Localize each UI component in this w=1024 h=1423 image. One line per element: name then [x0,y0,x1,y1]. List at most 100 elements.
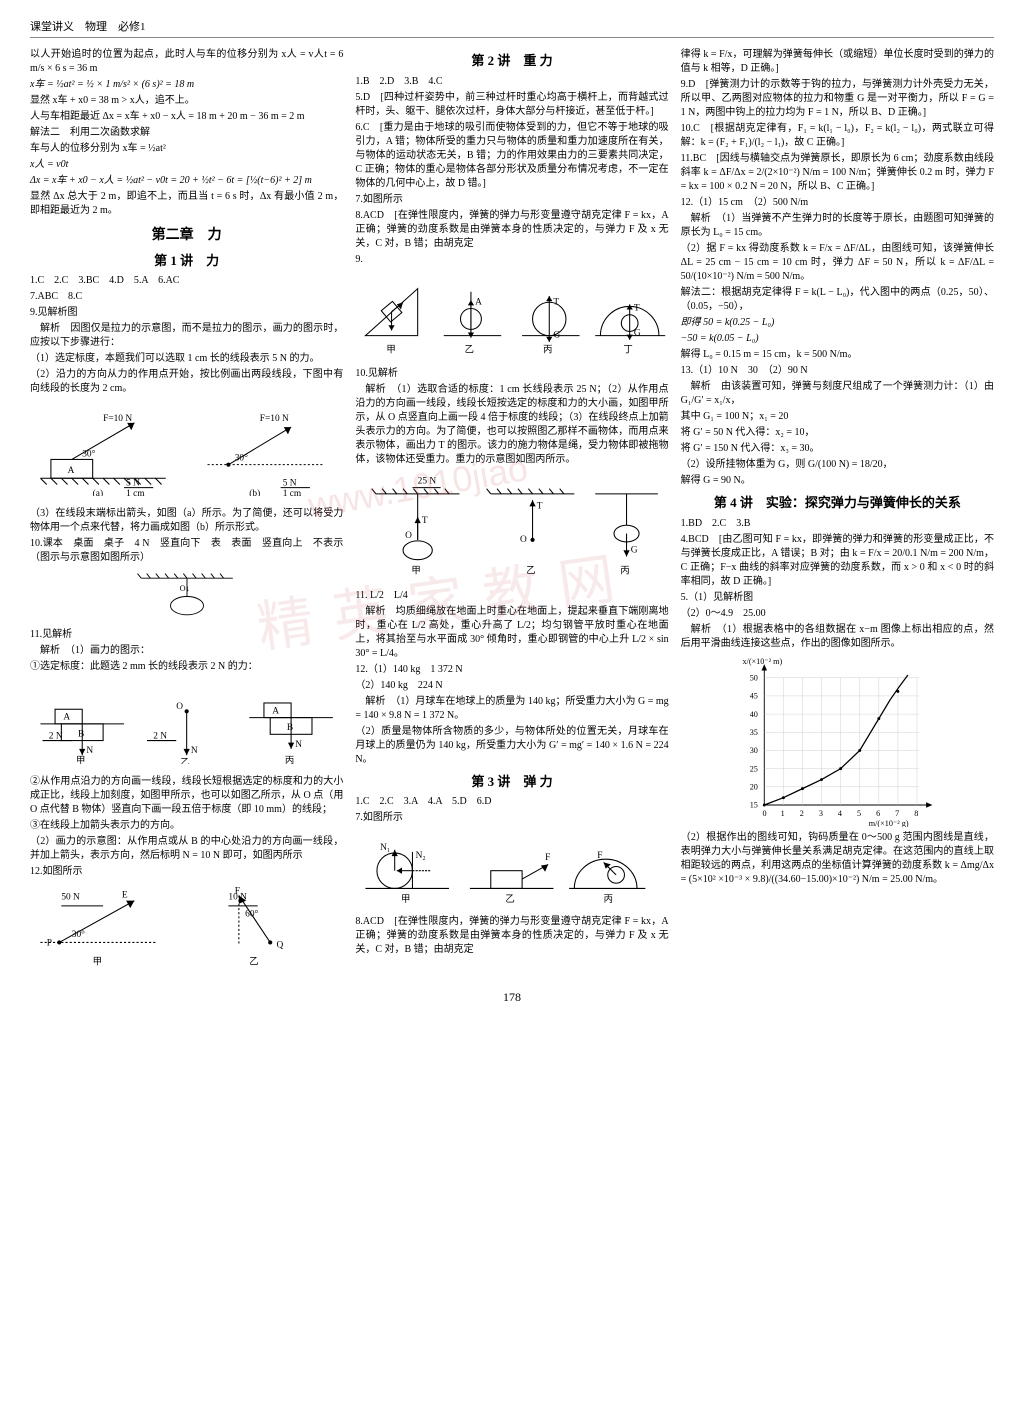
l1-q10: 10.课本 桌面 桌子 4 N 竖直向下 表 表面 竖直向上 不表示（图示与示意… [30,537,343,565]
label-bing3: 丙 [621,565,630,576]
label-N2: N [191,746,198,756]
l3-q13: 13.（1）10 N 30 （2）90 N [681,364,994,378]
label-F10N-b: F=10 N [260,414,289,424]
l4-q5-exp: 解析 （1）根据表格中的各组数据在 x−m 图像上标出相应的点，然后用平滑曲线连… [681,623,994,651]
l2-G2: G [634,328,641,338]
angle-60: 60° [245,908,258,919]
label-N1: N [86,746,93,756]
l1-q11-4: （2）画力的示意图：从作用点或从 B 的中心处沿力的方向画一线段，并加上箭头，表… [30,835,343,863]
xt-6: 6 [876,808,880,817]
lesson2-title: 第 2 讲 重 力 [355,52,668,70]
label-25n: 25 N [418,477,437,487]
label-G3: G [631,545,638,555]
l1-q11-2: ②从作用点沿力的方向画一线段，线段长短根据选定的标度和力的大小成正比，线段上加刻… [30,775,343,817]
label-Q: Q [276,940,283,950]
l3-q13-4: 将 G′ = 50 N 代入得：x₂ = 10， [681,426,994,440]
l3-q8-cont: 律得 k = F/x，可理解为弹簧每伸长（或缩短）单位长度时受到的弹力的值与 k… [681,48,994,76]
label-N2e: N₂ [416,851,426,861]
l1-q11-3: ③在线段上加箭头表示力的方向。 [30,819,343,833]
label-T4: T [537,502,543,512]
l3-jia: 甲 [401,894,410,904]
l3-q13-6: （2）设所挂物体重为 G，则 G/(100 N) = 18/20， [681,458,994,472]
l2-ding: 丁 [624,345,633,355]
c1-intro1: 以人开始追时的位置为起点，此时人与车的位移分别为 x人 = v人t = 6 m/… [30,48,343,76]
l4-q5: 5.（1）见解析图 [681,591,994,605]
label-P: P [47,938,52,948]
l2-yi: 乙 [465,344,474,355]
l3-q12-2: （2）据 F = kx 得劲度系数 k = F/x = ΔF/ΔL，由图线可知，… [681,242,994,284]
label-N3: N [295,740,302,750]
label-30-a: 30° [82,448,95,459]
yt-35: 35 [750,728,758,737]
yt-30: 30 [750,746,758,755]
l3-q12-exp: 解析 （1）当弹簧不产生弹力时的长度等于原长，由题图可知弹簧的原长为 L₀ = … [681,212,994,240]
force-diagram-ab: A F=10 N 30° 5 N 1 cm (a) F=10 N 30° [30,402,343,496]
diagram-pq: 50 N P E 30° 甲 10 N Q F 60° [30,885,343,969]
l2-q12-exp2: （2）质量是物体所含物质的多少，与物体所处的位置无关，月球车在月球上的质量仍为 … [355,725,668,767]
l1-q11: 11.见解析 [30,628,343,642]
tension-diagram: 25 N O T 甲 O T 乙 [355,473,668,577]
l3-q7: 7.如图所示 [355,811,668,825]
xlabel: m/(×10⁻² g) [869,818,909,827]
three-force-diagram: 2 N A B N 甲 2 N O N 乙 [30,680,343,764]
l4-q5b: （2）0～4.9 25.00 [681,607,994,621]
l1-q11-exp: 解析 （1）画力的图示： [30,644,343,658]
yt-20: 20 [750,782,758,791]
l2-q12: 12.（1）140 kg 1 372 N [355,663,668,677]
yt-15: 15 [750,800,758,809]
l4-answers: 1.BD 2.C 3.B [681,517,994,531]
l2-answers: 1.B 2.D 3.B 4.C [355,75,668,89]
l1-q12: 12.如图所示 [30,865,343,879]
scale-5n-a: 5 N [126,479,140,489]
lesson4-title: 第 4 讲 实验：探究弹力与弹簧伸长的关系 [681,494,994,512]
l1-answers-b: 7.ABC 8.C [30,290,343,304]
yt-25: 25 [750,764,758,773]
l3-yi: 乙 [506,894,515,904]
label-Ot1: O [405,531,412,541]
l3-answers: 1.C 2.C 3.A 4.A 5.D 6.D [355,795,668,809]
l2-G1: G [554,330,561,340]
l2-q12b: （2）140 kg 224 N [355,679,668,693]
l1-q9-exp: 解析 因图仅是拉力的示意图，而不是拉力的图示，画力的图示时，应按以下步骤进行： [30,322,343,350]
yt-45: 45 [750,691,758,700]
scale-5n-b: 5 N [283,479,297,489]
l2-jia: 甲 [387,344,396,355]
c1-eq3: Δx = x车 + x0 − x人 = ½at² − v0t = 20 + ½t… [30,174,343,188]
label-Ot2: O [520,535,527,545]
l3-q12-eq2: −50 = k(0.05 − L₀) [681,332,994,346]
label-F2: F [235,886,240,896]
l3-q12-alt: 解法二：根据胡克定律得 F = k(L − L₀)，代入图中的两点（0.25，5… [681,286,994,314]
l2-q5: 5.D [四种过杆姿势中，前三种过杆时重心均高于横杆上，而背越式过杆时，头、躯干… [355,91,668,119]
label-jia3: 甲 [412,565,421,576]
l1-q9: 9.见解析图 [30,306,343,320]
label-O2: O [176,702,183,712]
lesson1-title: 第 1 讲 力 [30,252,343,270]
label-B1: B [78,730,84,740]
label-jia2: 甲 [93,956,102,967]
yt-40: 40 [750,709,758,718]
gravity-4-shapes: 甲 A 乙 T G 丙 [355,273,668,357]
label-yi2: 乙 [249,956,258,967]
l3-bing: 丙 [604,894,613,904]
lesson3-title: 第 3 讲 弹 力 [355,773,668,791]
label-50n: 50 N [61,892,80,902]
l3-q9: 9.D [弹簧测力计的示数等于钩的拉力，与弹簧测力计外壳受力无关，所以甲、乙两图… [681,78,994,120]
l3-q12-res: 解得 L₀ = 0.15 m = 15 cm，k = 500 N/m。 [681,348,994,362]
l2-A: A [475,297,482,307]
c1-intro2: 显然 x车 + x0 = 38 m > x人，追不上。 [30,94,343,108]
scale-1cm-a: 1 cm [126,489,145,496]
elastic-diagram: N₁ N₂ 甲 F 乙 F 丙 [355,831,668,904]
c1-eq1: x车 = ½at² = ½ × 1 m/s² × (6 s)² = 18 m [30,78,343,92]
xt-1: 1 [781,808,785,817]
label-b: (b) [249,488,260,496]
column-2: 第 2 讲 重 力 1.B 2.D 3.B 4.C 5.D [四种过杆姿势中，前… [355,46,668,977]
scale-2n-2: 2 N [153,732,167,742]
l3-q12: 12.（1）15 cm （2）500 N/m [681,196,994,210]
l2-q7: 7.如图所示 [355,193,668,207]
xt-2: 2 [800,808,804,817]
ylabel: x/(×10⁻² m) [743,657,783,666]
yt-50: 50 [750,673,758,682]
column-3: 律得 k = F/x，可理解为弹簧每伸长（或缩短）单位长度时受到的弹力的值与 k… [681,46,994,977]
column-1: 以人开始追时的位置为起点，此时人与车的位移分别为 x人 = v人t = 6 m/… [30,46,343,977]
c1-intro3: 人与车相距最近 Δx = x车 + x0 − x人 = 18 m + 20 m … [30,110,343,124]
